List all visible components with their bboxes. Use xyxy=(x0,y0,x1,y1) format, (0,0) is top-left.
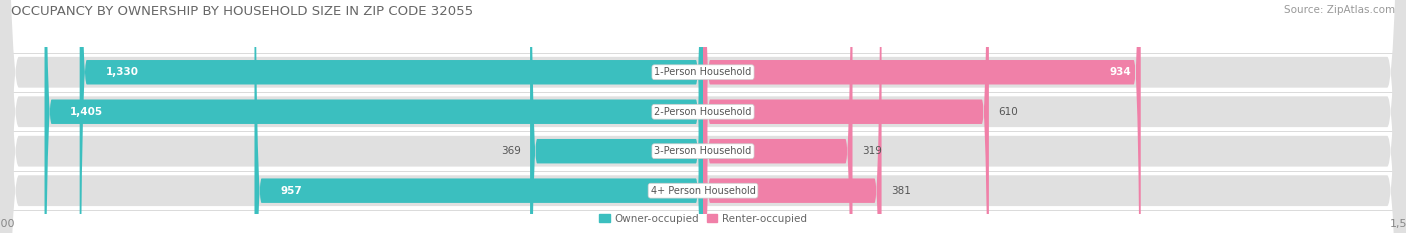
Text: 369: 369 xyxy=(501,146,520,156)
FancyBboxPatch shape xyxy=(80,0,703,233)
Text: 2-Person Household: 2-Person Household xyxy=(654,107,752,117)
Text: 4+ Person Household: 4+ Person Household xyxy=(651,186,755,196)
Text: 319: 319 xyxy=(862,146,882,156)
FancyBboxPatch shape xyxy=(703,0,1140,233)
FancyBboxPatch shape xyxy=(703,0,852,233)
Legend: Owner-occupied, Renter-occupied: Owner-occupied, Renter-occupied xyxy=(595,209,811,228)
Text: 934: 934 xyxy=(1109,67,1132,77)
Text: Source: ZipAtlas.com: Source: ZipAtlas.com xyxy=(1284,5,1395,15)
Text: 1,330: 1,330 xyxy=(105,67,138,77)
FancyBboxPatch shape xyxy=(45,0,703,233)
FancyBboxPatch shape xyxy=(530,0,703,233)
Text: 3-Person Household: 3-Person Household xyxy=(654,146,752,156)
Text: 381: 381 xyxy=(891,186,911,196)
Text: OCCUPANCY BY OWNERSHIP BY HOUSEHOLD SIZE IN ZIP CODE 32055: OCCUPANCY BY OWNERSHIP BY HOUSEHOLD SIZE… xyxy=(11,5,474,18)
Text: 1,405: 1,405 xyxy=(70,107,104,117)
Text: 610: 610 xyxy=(998,107,1018,117)
FancyBboxPatch shape xyxy=(703,0,882,233)
FancyBboxPatch shape xyxy=(703,0,988,233)
Text: 1-Person Household: 1-Person Household xyxy=(654,67,752,77)
FancyBboxPatch shape xyxy=(254,0,703,233)
Text: 957: 957 xyxy=(280,186,302,196)
